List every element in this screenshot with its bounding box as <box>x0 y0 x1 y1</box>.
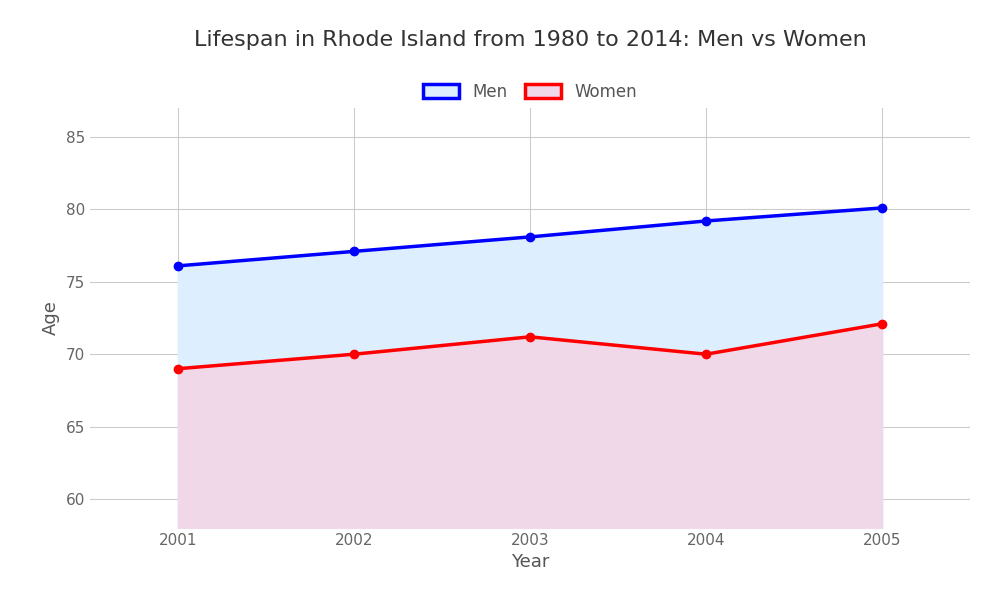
Title: Lifespan in Rhode Island from 1980 to 2014: Men vs Women: Lifespan in Rhode Island from 1980 to 20… <box>194 29 866 49</box>
Y-axis label: Age: Age <box>42 301 60 335</box>
X-axis label: Year: Year <box>511 553 549 571</box>
Legend: Men, Women: Men, Women <box>414 74 646 109</box>
